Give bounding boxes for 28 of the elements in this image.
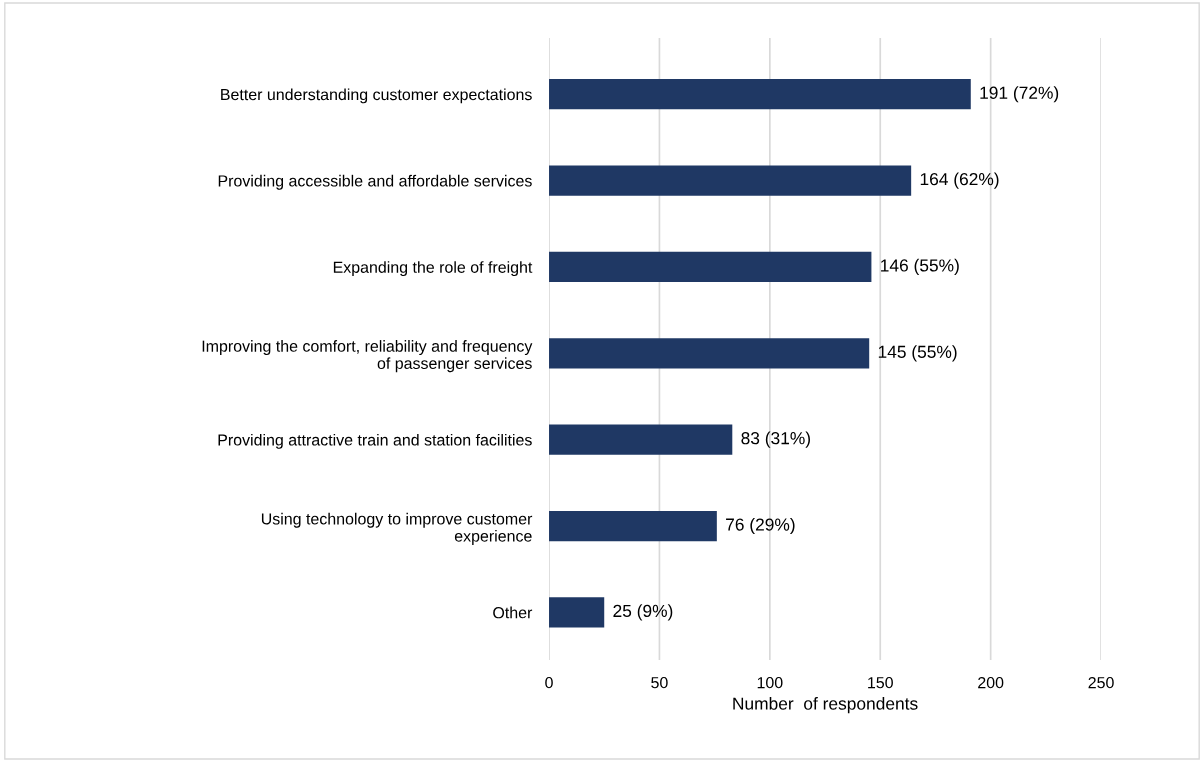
data-label: 191 (72%) [980,86,1059,103]
bar [549,424,733,455]
data-label: 25 (9%) [613,604,673,621]
x-tick-label: 200 [978,676,1004,689]
bar [549,251,872,283]
x-tick-label: 150 [868,676,893,689]
bar [549,510,717,542]
x-tick-label: 100 [757,676,783,689]
y-tick-label: Providing attractive train and station facilities [218,433,532,449]
x-axis-title: Number of respondents [733,697,918,714]
x-tick-label: 50 [651,676,668,689]
x-tick-label: 0 [545,676,553,689]
y-tick-label: Providing accessible and affordable services [218,174,532,190]
bar [549,79,971,110]
y-tick-label: Better understanding customer expectations [221,88,532,104]
data-label: 146 (55%) [881,258,959,276]
bar [549,165,912,196]
y-tick-label: Expanding the role of freight [333,261,533,277]
y-tick-label: Other [493,606,533,619]
data-label: 145 (55%) [878,345,957,362]
data-label: 83 (31%) [741,431,810,448]
bar [549,338,870,369]
data-label: 76 (29%) [726,517,795,535]
y-tick-label: Improving the comfort, reliability and frequency of passenger services [202,340,533,373]
x-tick-label: 250 [1088,676,1114,689]
bar [549,597,605,628]
data-label: 164 (62%) [920,172,999,189]
y-tick-label: Using technology to improve customer experience [261,512,533,545]
